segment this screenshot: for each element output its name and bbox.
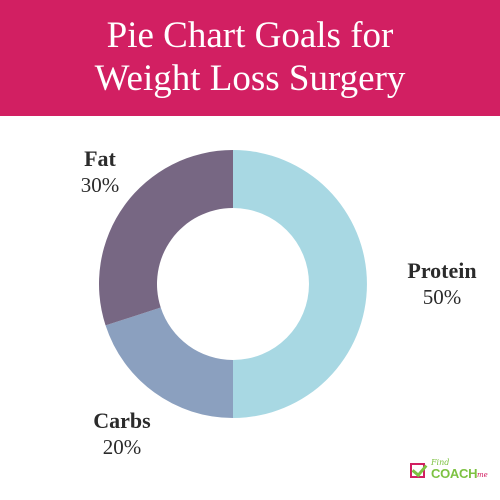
logo-find-text: Find [431,458,450,467]
donut-slice-carbs [105,307,233,418]
checkbox-icon [410,463,425,478]
label-protein-value: 50% [422,285,462,309]
label-fat-name: Fat [84,146,116,171]
logo-me-text: me [477,471,488,479]
title-banner: Pie Chart Goals for Weight Loss Surgery [0,0,500,116]
label-fat-value: 30% [80,173,120,197]
donut-slice-fat [99,150,233,326]
label-protein-name: Protein [407,258,477,283]
label-protein: Protein 50% [382,258,500,311]
label-carbs: Carbs 20% [62,408,182,461]
page-title: Pie Chart Goals for Weight Loss Surgery [0,14,500,100]
label-fat: Fat 30% [40,146,160,199]
label-carbs-value: 20% [102,435,142,459]
title-line-1: Pie Chart Goals for [106,15,394,56]
title-line-2: Weight Loss Surgery [94,58,406,99]
donut-slice-protein [233,150,367,418]
label-carbs-name: Carbs [93,408,151,433]
logo-coach-text: COACH [431,466,478,481]
findcoachme-logo: Find COACH me [410,458,490,484]
